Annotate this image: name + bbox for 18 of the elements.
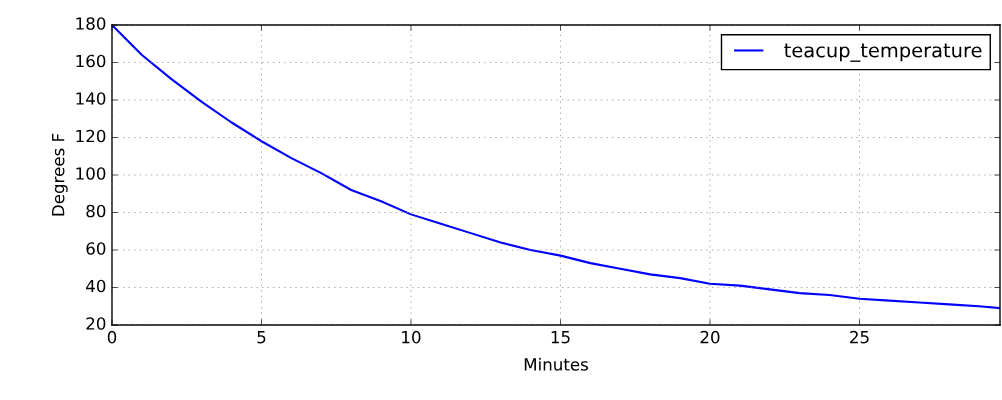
y-tick-label: 80 <box>86 204 106 218</box>
y-tick-label: 140 <box>76 92 106 105</box>
legend-label: teacup_temperature <box>784 43 982 62</box>
x-tick-label: 20 <box>700 330 720 344</box>
y-tick-label: 40 <box>86 279 106 293</box>
x-axis-title: Minutes <box>524 357 588 371</box>
x-tick-label: 15 <box>551 331 570 344</box>
x-tick-label: 25 <box>850 330 869 344</box>
y-tick-label: 100 <box>76 167 106 180</box>
y-tick-label: 60 <box>86 242 106 255</box>
y-tick-label: 180 <box>76 17 106 30</box>
y-tick-label: 160 <box>76 54 106 68</box>
y-axis-title: Degrees F <box>52 133 68 216</box>
x-tick-label: 10 <box>402 330 421 344</box>
y-tick-label: 20 <box>86 317 106 330</box>
y-tick-label: 120 <box>76 129 106 143</box>
x-tick-label: 0 <box>107 330 117 344</box>
x-tick-label: 5 <box>257 331 266 344</box>
